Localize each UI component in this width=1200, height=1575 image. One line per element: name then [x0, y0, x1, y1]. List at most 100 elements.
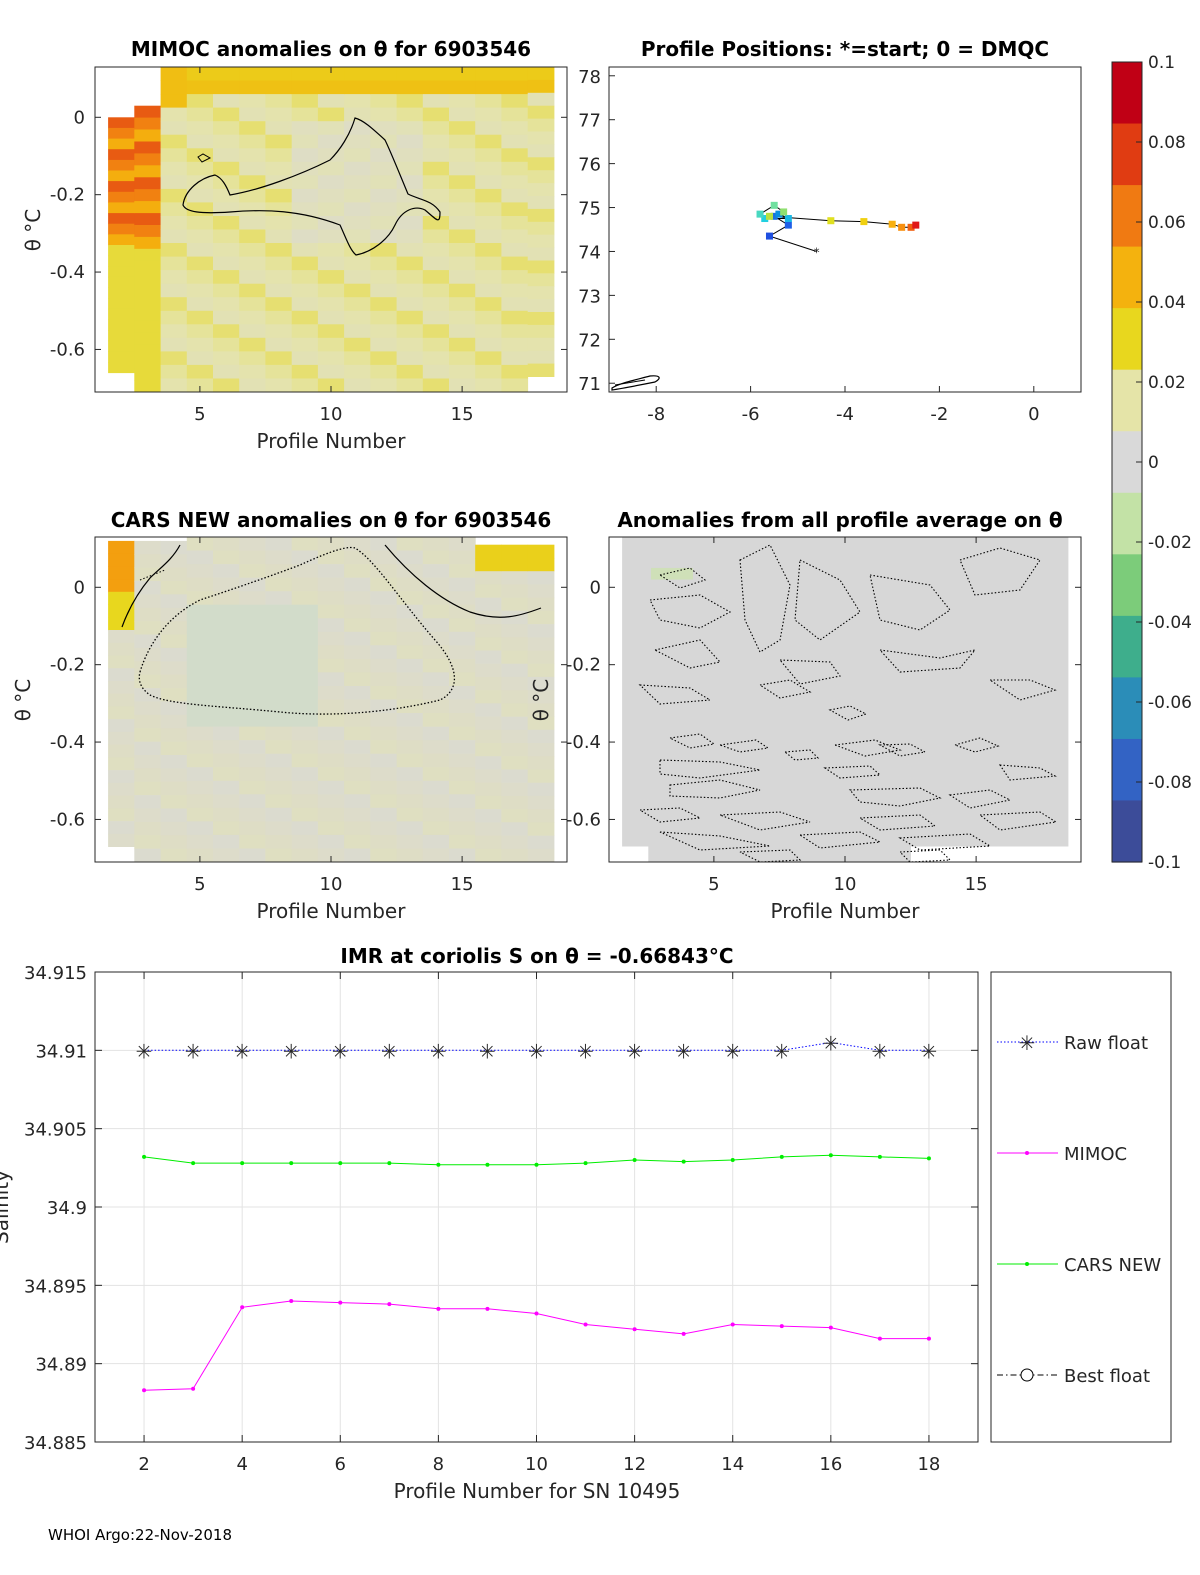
- series-point: [681, 1331, 686, 1336]
- heatmap-cell: [265, 753, 293, 768]
- avg-title: Anomalies from all profile average on θ: [617, 508, 1062, 532]
- heatmap-cell: [160, 351, 188, 366]
- heatmap-cell: [213, 134, 240, 149]
- heatmap-cell: [422, 324, 450, 339]
- heatmap-cell: [160, 256, 188, 271]
- heatmap-cell: [527, 584, 555, 599]
- heatmap-cell: [134, 177, 161, 190]
- series-line-0: [144, 1041, 929, 1051]
- heatmap-cell: [160, 80, 188, 95]
- heatmap-cell: [449, 821, 476, 836]
- heatmap-cell: [422, 121, 450, 136]
- series-point: [877, 1154, 882, 1159]
- heatmap-cell: [265, 713, 293, 727]
- heatmap-cell: [213, 80, 240, 95]
- heatmap-cell: [160, 270, 188, 285]
- heatmap-cell: [291, 658, 319, 673]
- cars-contour-left: [121, 544, 181, 628]
- heatmap-cell: [265, 550, 293, 565]
- heatmap-cell: [501, 270, 529, 285]
- colorbar-ticks: 0.1 0.08 0.06 0.04 0.02 0 -0.02 -0.04 -0.06 -0.08…: [1136, 53, 1192, 873]
- heatmap-cell: [291, 378, 319, 393]
- heatmap-cell: [475, 782, 502, 797]
- heatmap-cell: [475, 769, 502, 784]
- x-tick-label: 15: [965, 874, 988, 895]
- heatmap-cell: [344, 216, 371, 230]
- heatmap-cell: [422, 94, 450, 109]
- heatmap-cell: [291, 713, 319, 727]
- heatmap-cell: [160, 121, 188, 136]
- heatmap-cell: [344, 243, 371, 257]
- heatmap-cell: [501, 121, 529, 136]
- heatmap-cell: [213, 807, 240, 822]
- heatmap-cell: [422, 834, 450, 849]
- heatmap-cell: [213, 351, 240, 366]
- heatmap-cell: [213, 564, 240, 579]
- heatmap-cell: [475, 324, 502, 339]
- heatmap-cell: [186, 337, 214, 352]
- heatmap-cell: [449, 202, 476, 217]
- heatmap-cell: [344, 229, 371, 244]
- heatmap-cell: [134, 308, 161, 321]
- heatmap-cell: [370, 564, 397, 579]
- heatmap-cell: [239, 107, 266, 122]
- raw-float-marker: ✳: [430, 1039, 447, 1063]
- heatmap-cell: [501, 216, 529, 230]
- heatmap-cell: [186, 67, 214, 81]
- heatmap-cell: [108, 655, 135, 669]
- heatmap-cell: [265, 243, 293, 257]
- heatmap-cell: [396, 740, 424, 755]
- heatmap-cell: [291, 537, 319, 551]
- heatmap-cell: [501, 716, 529, 731]
- heatmap-cell: [265, 848, 293, 863]
- heatmap-cell: [265, 658, 293, 673]
- heatmap-cell: [291, 337, 319, 352]
- heatmap-cell: [265, 740, 293, 755]
- heatmap-cell: [239, 672, 266, 687]
- series-point: [436, 1306, 441, 1311]
- heatmap-cell: [422, 686, 450, 700]
- heatmap-cell: [396, 337, 424, 352]
- contour-line: [988, 679, 1057, 701]
- colorbar-band: [1112, 185, 1142, 248]
- position-marker: [912, 221, 920, 229]
- heatmap-cell: [186, 767, 214, 782]
- heatmap-cell: [108, 223, 135, 235]
- y-tick-label: 71: [578, 374, 601, 395]
- heatmap-cell: [317, 604, 345, 619]
- heatmap-cell: [160, 634, 188, 649]
- mimoc-xlabel: Profile Number: [257, 429, 407, 453]
- heatmap-cell: [265, 767, 293, 782]
- heatmap-cell: [291, 686, 319, 700]
- heatmap-cell: [108, 566, 135, 580]
- heatmap-cell: [527, 756, 555, 770]
- colorbar-band: [1112, 677, 1142, 740]
- positions-axes-box: [608, 66, 1082, 393]
- heatmap-cell: [422, 604, 450, 619]
- heatmap-cell: [134, 581, 161, 595]
- x-tick-label: 5: [708, 874, 719, 895]
- avg-contours: [638, 544, 1058, 863]
- heatmap-cell: [108, 127, 135, 139]
- heatmap-cell: [527, 822, 555, 836]
- position-marker: [780, 208, 788, 216]
- heatmap-cell: [370, 175, 397, 190]
- mimoc-heatmap: [108, 67, 555, 393]
- mimoc-ticks: 5 10 15 0 -0.2 -0.4 -0.6: [50, 67, 567, 425]
- heatmap-cell: [344, 780, 371, 795]
- heatmap-cell: [396, 672, 424, 687]
- heatmap-cell: [317, 351, 345, 366]
- heatmap-cell: [239, 324, 266, 339]
- heatmap-cell: [291, 188, 319, 203]
- positions-title: Profile Positions: *=start; 0 = DMQC: [641, 37, 1049, 61]
- heatmap-cell: [422, 270, 450, 285]
- x-tick-label: 0: [1028, 404, 1039, 425]
- heatmap-cell: [213, 834, 240, 849]
- heatmap-cell: [317, 564, 345, 579]
- heatmap-cell: [265, 216, 293, 230]
- heatmap-cell: [134, 356, 161, 369]
- heatmap-cell: [475, 216, 502, 230]
- heatmap-cell: [265, 161, 293, 176]
- series-point: [828, 1153, 833, 1158]
- heatmap-cell: [344, 645, 371, 660]
